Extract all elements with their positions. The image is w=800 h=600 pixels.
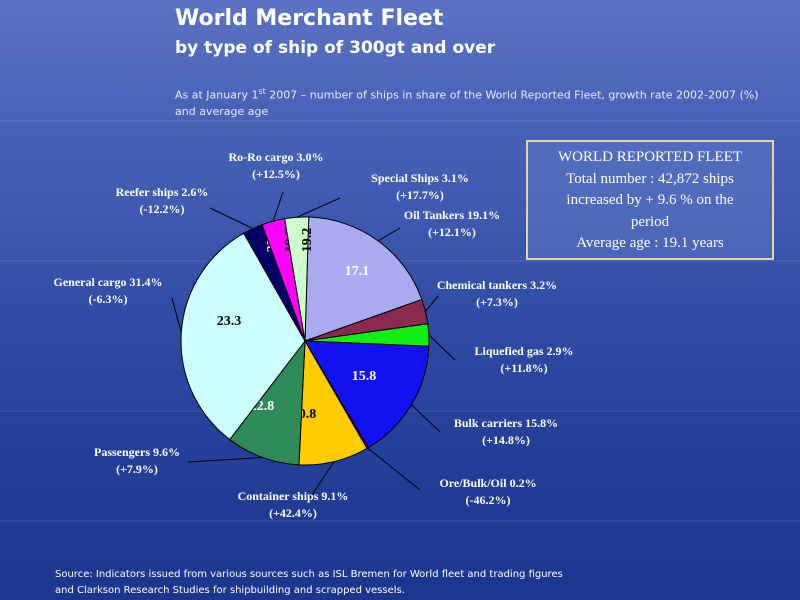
description-text-before: As at January 1: [175, 88, 259, 102]
leader-line: [209, 207, 254, 229]
world-fleet-info-box: WORLD REPORTED FLEET Total number : 42,8…: [526, 140, 774, 260]
leader-line: [272, 191, 284, 222]
source-line-1: Source: Indicators issued from various s…: [55, 569, 563, 580]
leader-line: [309, 461, 335, 499]
source-line-2: and Clarkson Research Studies for shipbu…: [55, 585, 405, 596]
leader-line: [171, 297, 182, 333]
leader-line: [296, 197, 341, 218]
page-title: World Merchant Fleet: [175, 6, 444, 31]
info-box-total: Total number : 42,872 ships: [566, 170, 734, 187]
slice-category-label: Container ships 9.1%: [238, 489, 349, 503]
slice-category-label: Bulk carriers 15.8%: [454, 416, 558, 430]
slice-category-label: Special Ships 3.1%: [371, 171, 469, 185]
leader-line: [187, 457, 263, 463]
pie-slice: [304, 216, 423, 342]
pie-slice: [229, 339, 306, 466]
info-box-increase: increased by + 9.6 % on the: [566, 192, 734, 208]
slice-growth-label: (+7.3%): [476, 295, 518, 309]
description-text-after: 2007 – number of ships in share of the W…: [175, 88, 759, 118]
slice-growth-label: (-46.2%): [466, 493, 511, 507]
slice-category-label: Passengers 9.6%: [94, 445, 180, 459]
slice-average-age-label: 17.1: [345, 264, 370, 279]
leader-line: [428, 334, 456, 361]
description-superscript: st: [258, 87, 266, 96]
info-box-heading: WORLD REPORTED FLEET: [557, 149, 743, 165]
slice-growth-label: (+7.9%): [116, 462, 158, 476]
info-box-period: period: [630, 213, 670, 230]
slice-category-label: Chemical tankers 3.2%: [437, 278, 557, 292]
pie-slice: [284, 216, 310, 342]
page-subtitle: by type of ship of 300gt and over: [175, 38, 496, 58]
slice-category-label: Ro-Ro cargo 3.0%: [229, 150, 324, 164]
slice-category-label: Reefer ships 2.6%: [116, 185, 209, 199]
chart-description: As at January 1st 2007 – number of ships…: [175, 84, 760, 120]
slice-average-age-label: 19.2: [300, 228, 315, 253]
slice-category-label: Oil Tankers 19.1%: [404, 208, 500, 222]
leader-line: [411, 404, 441, 433]
slice-growth-label: (-6.3%): [89, 292, 128, 306]
leader-line: [367, 447, 421, 491]
slice-average-age-label: 23.3: [217, 314, 242, 329]
slice-category-label: General cargo 31.4%: [54, 275, 163, 289]
source-note: Source: Indicators issued from various s…: [55, 567, 563, 599]
slice-category-label: Liquefied gas 2.9%: [474, 344, 573, 358]
info-box-average-age: Average age : 19.1 years: [576, 235, 724, 251]
slice-growth-label: (+12.1%): [428, 225, 476, 239]
slice-growth-label: (-12.2%): [140, 202, 185, 216]
slice-growth-label: (+14.8%): [482, 433, 530, 447]
slice-growth-label: (+17.7%): [396, 188, 444, 202]
slice-average-age-label: 15.8: [352, 369, 377, 384]
leader-line: [425, 295, 439, 312]
slice-growth-label: (+42.4%): [269, 506, 317, 520]
pie-slice: [180, 232, 306, 441]
leader-line: [377, 227, 401, 242]
slice-category-label: Ore/Bulk/Oil 0.2%: [439, 476, 536, 490]
slice-growth-label: (+12.5%): [252, 167, 300, 181]
slice-growth-label: (+11.8%): [500, 361, 547, 375]
